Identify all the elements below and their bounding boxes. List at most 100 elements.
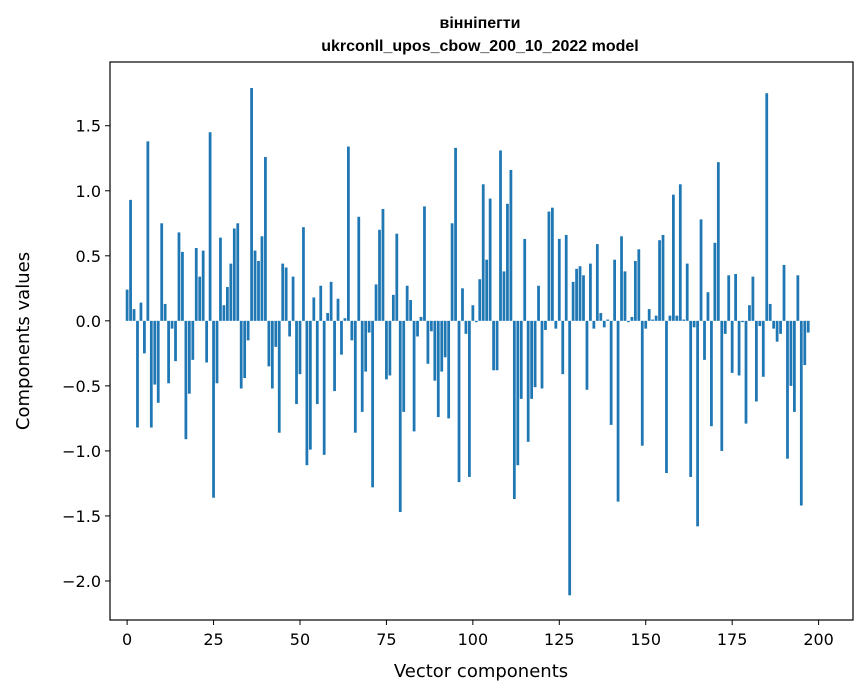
bar-47 xyxy=(288,320,291,337)
bar-168 xyxy=(706,292,710,321)
bar-63 xyxy=(343,318,347,321)
bar-189 xyxy=(779,320,782,334)
bar-103 xyxy=(481,184,485,321)
bar-51 xyxy=(302,227,305,321)
bar-87 xyxy=(426,320,430,364)
bar-54 xyxy=(312,297,316,321)
bar-180 xyxy=(748,305,751,321)
x-tick-label: 0 xyxy=(122,630,132,649)
plot-frame xyxy=(109,61,854,621)
bar-18 xyxy=(187,320,191,394)
bar-9 xyxy=(156,320,160,403)
bar-78 xyxy=(395,233,399,321)
bar-98 xyxy=(464,320,468,334)
bar-150 xyxy=(644,320,648,329)
bar-16 xyxy=(181,251,184,321)
bar-122 xyxy=(547,211,551,321)
bar-125 xyxy=(557,238,561,321)
bar-195 xyxy=(799,320,803,506)
bar-166 xyxy=(699,219,703,321)
bar-161 xyxy=(682,319,686,321)
chart-title: вінніпегти xyxy=(440,15,521,32)
bar-30 xyxy=(229,263,233,321)
bar-154 xyxy=(658,240,661,321)
bar-119 xyxy=(537,285,540,321)
bar-41 xyxy=(267,320,271,367)
x-tick-label: 50 xyxy=(290,630,310,649)
bar-14 xyxy=(174,320,177,362)
y-tick-label: −1.5 xyxy=(62,507,101,526)
bar-39 xyxy=(260,236,264,321)
bar-13 xyxy=(170,320,174,329)
bar-76 xyxy=(388,320,392,376)
bar-4 xyxy=(139,302,143,321)
bar-148 xyxy=(637,249,641,321)
bar-67 xyxy=(357,216,361,321)
bar-93 xyxy=(447,320,451,419)
bar-171 xyxy=(716,162,720,321)
bar-151 xyxy=(647,309,651,321)
bar-20 xyxy=(194,248,198,321)
bar-5 xyxy=(143,320,146,354)
bar-45 xyxy=(281,263,285,321)
bar-71 xyxy=(371,320,374,488)
chart-subtitle: ukrconll_upos_cbow_200_10_2022 model xyxy=(321,38,638,55)
bar-196 xyxy=(803,320,807,366)
bar-84 xyxy=(416,320,419,337)
bar-81 xyxy=(405,285,409,321)
bar-43 xyxy=(274,320,278,347)
bar-94 xyxy=(450,223,454,321)
bar-89 xyxy=(433,320,437,381)
bar-123 xyxy=(550,207,554,321)
bar-188 xyxy=(775,320,779,342)
bar-163 xyxy=(689,320,693,477)
bar-7 xyxy=(149,320,153,428)
bar-73 xyxy=(378,229,381,321)
bar-95 xyxy=(454,147,457,321)
bar-109 xyxy=(502,271,506,321)
bar-66 xyxy=(353,320,357,433)
bar-46 xyxy=(284,267,288,321)
x-tick-label: 100 xyxy=(458,630,489,649)
bar-34 xyxy=(243,320,247,379)
bar-169 xyxy=(710,320,713,427)
bar-61 xyxy=(336,298,340,321)
bar-29 xyxy=(226,287,229,321)
bar-10 xyxy=(160,223,164,321)
bar-128 xyxy=(568,320,572,596)
bar-72 xyxy=(374,284,378,321)
y-tick-label: 0.5 xyxy=(76,247,101,266)
bar-145 xyxy=(627,320,630,323)
x-tick-label: 125 xyxy=(544,630,575,649)
bar-12 xyxy=(167,320,170,384)
bar-92 xyxy=(443,320,447,358)
bar-112 xyxy=(512,320,516,500)
bar-174 xyxy=(727,275,731,321)
x-axis-ticks: 0 25 50 75 100 125 150 175 200 xyxy=(122,620,834,649)
bar-183 xyxy=(758,320,762,327)
bar-182 xyxy=(754,320,758,402)
bar-159 xyxy=(675,315,679,321)
bar-120 xyxy=(540,320,544,389)
bar-191 xyxy=(786,320,789,459)
y-axis-label: Components values xyxy=(13,252,34,430)
bar-155 xyxy=(661,234,665,321)
bar-190 xyxy=(782,264,786,321)
bar-28 xyxy=(222,305,226,321)
bar-90 xyxy=(436,320,440,418)
bar-21 xyxy=(198,276,202,321)
bar-127 xyxy=(564,234,568,321)
y-tick-label: 0.0 xyxy=(76,312,101,331)
bar-85 xyxy=(419,316,423,321)
y-tick-label: −1.0 xyxy=(62,442,101,461)
bar-165 xyxy=(696,320,699,527)
bar-111 xyxy=(509,169,513,321)
bar-11 xyxy=(163,303,167,321)
bar-83 xyxy=(412,320,416,432)
bar-69 xyxy=(364,320,368,372)
bar-181 xyxy=(751,276,755,321)
bar-52 xyxy=(305,320,309,466)
bar-185 xyxy=(765,93,769,321)
bar-57 xyxy=(322,320,326,455)
